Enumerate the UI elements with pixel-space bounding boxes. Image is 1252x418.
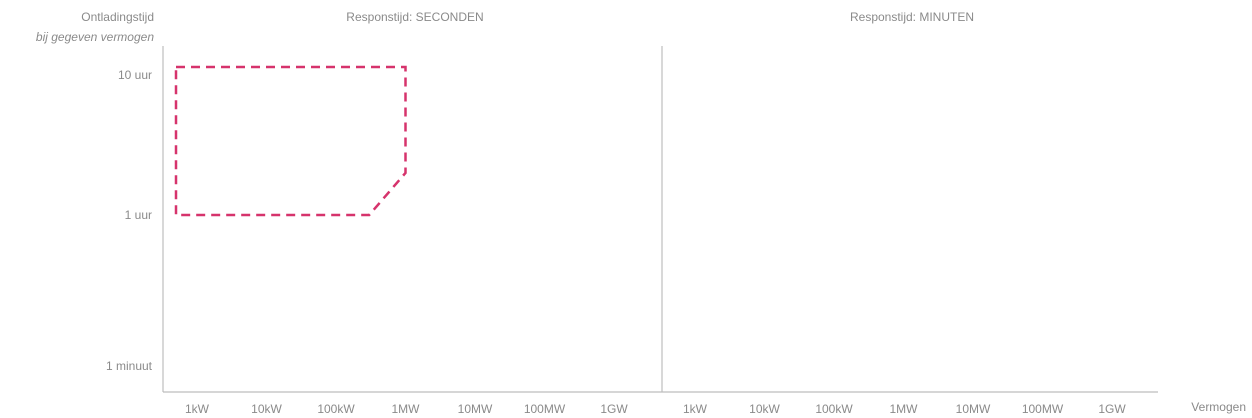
panel-title-seconds: Responstijd: SECONDEN — [346, 10, 484, 24]
y-axis-sublabel: bij gegeven vermogen — [35, 30, 154, 44]
x-tick-label: 1GW — [1098, 402, 1126, 416]
x-axis-label: Vermogen — [1191, 400, 1246, 414]
dashed-region — [174, 65, 407, 217]
y-axis-label: Ontladingstijd — [81, 10, 154, 24]
x-tick-label: 10kW — [251, 402, 282, 416]
x-tick-label: 1GW — [600, 402, 628, 416]
x-tick-label: 10kW — [749, 402, 780, 416]
x-tick-label: 100kW — [815, 402, 853, 416]
x-tick-label: 100MW — [524, 402, 566, 416]
x-tick-label: 1kW — [185, 402, 210, 416]
x-tick-label: 10MW — [956, 402, 991, 416]
x-tick-label: 1MW — [392, 402, 421, 416]
y-tick-label: 10 uur — [118, 68, 152, 82]
x-tick-label: 1kW — [683, 402, 708, 416]
panel-title-minutes: Responstijd: MINUTEN — [849, 10, 975, 24]
y-tick-label: 1 uur — [125, 208, 152, 222]
x-tick-label: 100MW — [1022, 402, 1064, 416]
x-tick-label: 1MW — [890, 402, 919, 416]
x-tick-label: 10MW — [458, 402, 493, 416]
x-tick-label: 100kW — [317, 402, 355, 416]
y-tick-label: 1 minuut — [106, 359, 153, 373]
